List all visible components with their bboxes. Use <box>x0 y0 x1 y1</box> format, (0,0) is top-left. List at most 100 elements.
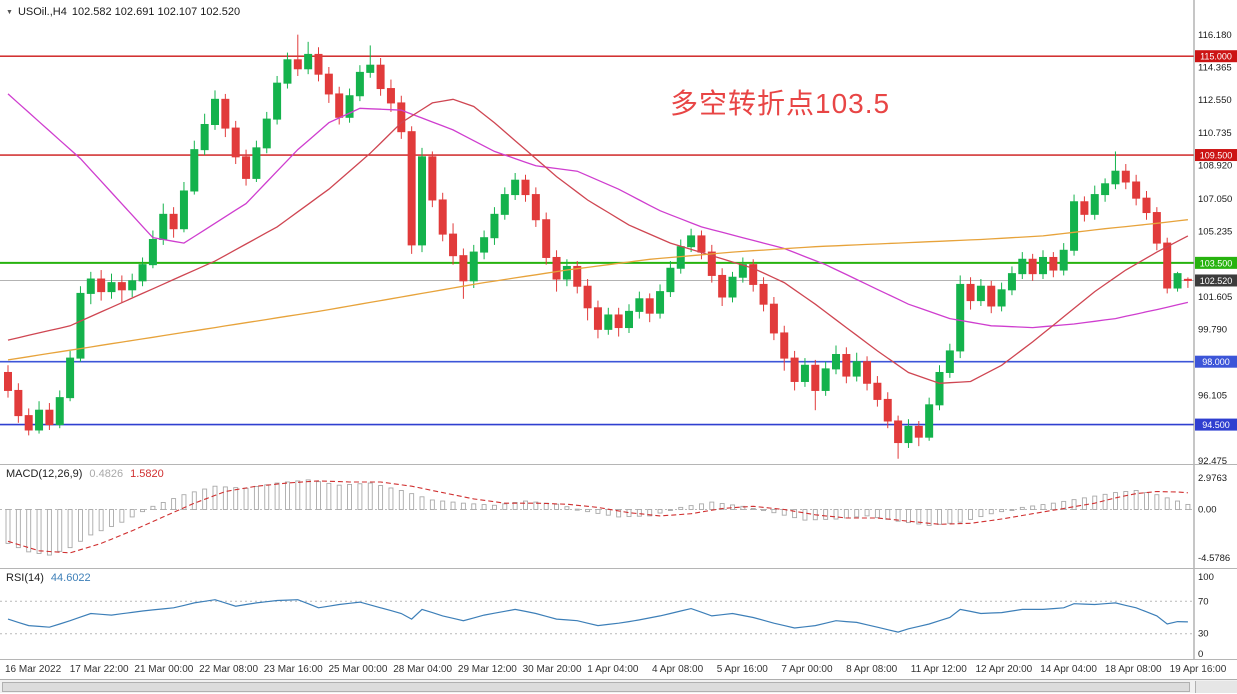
macd-tick-label: -4.5786 <box>1198 553 1230 564</box>
macd-histogram-bar <box>1050 502 1056 510</box>
candle-body <box>14 389 23 417</box>
macd-histogram-bar <box>222 486 228 510</box>
macd-histogram-bar <box>409 493 415 510</box>
price-level-badge <box>1195 418 1237 431</box>
macd-histogram-bar <box>1061 500 1067 510</box>
x-axis-label: 8 Apr 08:00 <box>846 664 898 675</box>
candle-body <box>1018 258 1027 275</box>
macd-histogram-bar <box>657 509 663 514</box>
macd-histogram-bar <box>512 502 518 510</box>
macd-histogram-bar <box>605 509 611 516</box>
candle-body <box>1183 278 1192 281</box>
macd-histogram-bar <box>699 503 704 510</box>
price-level-badge-text: 103.500 <box>1200 258 1233 268</box>
macd-histogram-bar <box>233 487 239 510</box>
scrollbar-handle[interactable] <box>2 682 1190 692</box>
macd-histogram-bar <box>398 490 404 510</box>
candle-body <box>148 238 157 266</box>
macd-histogram-bar <box>492 504 497 510</box>
price-tick-label: 116.180 <box>1198 30 1232 41</box>
candle-body <box>800 364 809 382</box>
macd-histogram-bar <box>253 486 259 510</box>
candle-body <box>179 190 188 230</box>
macd-histogram-bar <box>67 509 73 549</box>
candle-body <box>821 368 830 391</box>
candle-body <box>573 265 582 287</box>
macd-histogram-bar <box>285 481 290 510</box>
candle-body <box>666 267 675 293</box>
price-level-badge-text: 94.500 <box>1202 420 1230 430</box>
x-axis-label: 28 Mar 04:00 <box>393 664 453 675</box>
x-axis-label: 30 Mar 20:00 <box>522 664 582 675</box>
candle-body <box>159 213 168 240</box>
scrollbar-corner <box>1195 681 1237 693</box>
candle-body <box>1049 256 1058 271</box>
macd-histogram-bar <box>781 509 787 516</box>
ma-line-orange <box>7 219 1188 361</box>
price-tick-label: 101.605 <box>1198 292 1232 303</box>
macd-histogram-bar <box>57 509 63 552</box>
candle-body <box>500 194 509 215</box>
candle-body <box>335 93 344 118</box>
x-axis-label: 17 Mar 22:00 <box>69 664 129 675</box>
candle-body <box>190 149 199 192</box>
macd-signal-value: 1.5820 <box>130 468 164 480</box>
candle-body <box>987 285 996 307</box>
candle-body <box>728 276 737 298</box>
macd-histogram-bar <box>295 480 301 510</box>
macd-histogram-bar <box>926 509 932 526</box>
x-axis-label: 21 Mar 00:00 <box>134 664 194 675</box>
macd-histogram-bar <box>109 509 114 527</box>
macd-histogram-bar <box>709 501 715 510</box>
macd-histogram-bar <box>481 504 487 510</box>
macd-histogram-bar <box>316 481 321 510</box>
macd-histogram-bar <box>906 509 911 524</box>
macd-histogram-bar <box>854 509 860 518</box>
candle-body <box>231 127 240 158</box>
collapse-chevron-icon[interactable]: ▼ <box>6 8 13 16</box>
candle-body <box>386 88 395 104</box>
macd-histogram-bar <box>440 500 446 510</box>
macd-signal-line <box>7 480 1188 554</box>
macd-histogram-bar <box>750 508 756 510</box>
macd-histogram-bar <box>802 509 808 521</box>
x-axis-label: 25 Mar 00:00 <box>328 664 388 675</box>
candle-body <box>852 361 861 377</box>
macd-histogram-bar <box>388 487 394 510</box>
macd-histogram-bar <box>626 509 632 518</box>
macd-histogram-bar <box>450 501 456 510</box>
macd-histogram-bar <box>740 505 746 510</box>
candle-body <box>24 415 33 431</box>
x-axis-label: 11 Apr 12:00 <box>910 664 967 675</box>
macd-histogram-bar <box>1164 497 1170 510</box>
candle-body <box>531 194 540 221</box>
macd-chart[interactable]: 2.9763 0.00 -4.5786 <box>0 465 1237 569</box>
macd-histogram-bar <box>471 503 477 510</box>
macd-histogram-bar <box>77 509 83 542</box>
macd-histogram-bar <box>678 506 684 510</box>
rsi-chart[interactable]: 100 70 30 0 <box>0 569 1237 659</box>
candle-body <box>811 364 820 391</box>
macd-histogram-bar <box>88 509 94 536</box>
candle-body <box>832 354 840 370</box>
candlestick-chart[interactable]: 116.180 114.365 112.550 110.735 108.920 107.0… <box>0 0 1237 465</box>
price-tick-label: 107.050 <box>1198 194 1232 205</box>
rsi-tick-label: 0 <box>1198 649 1203 659</box>
candle-body <box>4 371 12 391</box>
time-axis[interactable]: 16 Mar 2022 17 Mar 22:00 21 Mar 00:00 22 Ma… <box>0 659 1237 679</box>
x-axis-label: 16 Mar 2022 <box>5 664 62 675</box>
horizontal-scrollbar[interactable] <box>0 679 1237 693</box>
candle-body <box>107 282 116 293</box>
macd-histogram-bar <box>378 485 384 510</box>
macd-histogram-bar <box>595 509 601 514</box>
candle-body <box>376 64 385 90</box>
candle-body <box>314 53 323 75</box>
macd-histogram-bar <box>895 509 901 522</box>
candle-body <box>894 420 903 444</box>
candle-body <box>1121 170 1130 183</box>
rsi-tick-label: 100 <box>1198 572 1214 583</box>
candle-body <box>438 199 447 235</box>
candle-body <box>738 264 747 278</box>
macd-histogram-bar <box>191 491 197 510</box>
macd-panel: 2.9763 0.00 -4.5786 MACD(12,26,9) 0.4826 1… <box>0 465 1237 569</box>
